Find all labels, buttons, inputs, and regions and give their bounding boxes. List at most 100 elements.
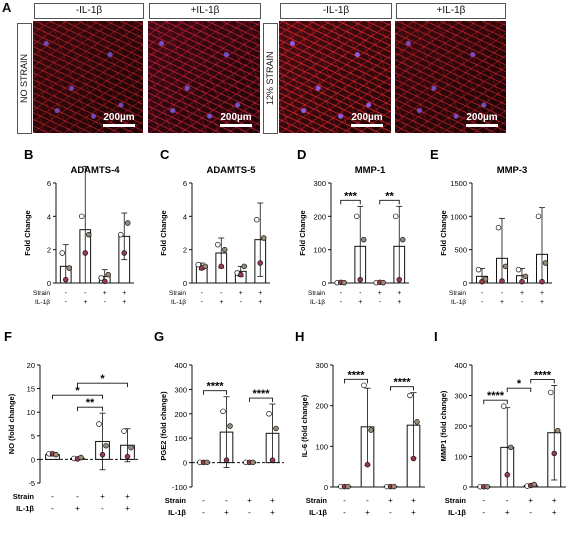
y-tick-label: 0: [324, 483, 328, 492]
condition-sign: -: [481, 299, 484, 306]
y-tick-label: 0: [183, 459, 187, 468]
panel-letter: C: [160, 147, 170, 162]
data-point: [345, 483, 351, 490]
condition-row-label: IL-1β: [16, 504, 34, 513]
y-axis-label: Fold Change: [439, 210, 448, 255]
condition-sign: -: [506, 496, 509, 505]
data-point: [547, 389, 554, 396]
condition-label-1: -IL-1β: [34, 3, 144, 19]
condition-sign: -: [51, 492, 54, 501]
significance-label: *: [75, 385, 80, 397]
condition-sign: +: [103, 290, 107, 297]
row-label-no-strain: NO STRAIN: [17, 23, 32, 134]
data-point: [515, 266, 522, 273]
y-tick-label: 300: [315, 361, 328, 370]
condition-sign: -: [521, 299, 524, 306]
chart-b: B ADAMTS-4 0 2 4 6 Fold Change Strain - - + + IL-1β -…: [23, 147, 134, 306]
panel-letter: D: [297, 147, 306, 162]
condition-sign: +: [224, 508, 229, 517]
condition-sign: -: [379, 299, 382, 306]
panel-letter: B: [24, 147, 33, 162]
scale-bar: 200µm: [220, 112, 252, 127]
condition-sign: -: [389, 508, 392, 517]
y-tick-label: 200: [313, 212, 326, 221]
condition-sign: +: [258, 290, 262, 297]
condition-label-3: -IL-1β: [280, 3, 392, 19]
data-point: [241, 263, 247, 270]
condition-sign: -: [84, 290, 87, 297]
data-point: [260, 235, 267, 241]
condition-row-label: Strain: [449, 290, 466, 297]
data-point: [414, 419, 420, 425]
condition-row-label: Strain: [33, 290, 50, 297]
significance-label: ****: [252, 388, 270, 400]
chart-title: MMP-3: [497, 165, 528, 176]
panel-letter: I: [434, 329, 438, 344]
condition-sign: -: [343, 508, 346, 517]
scale-bar: 200µm: [351, 112, 383, 127]
y-tick-label: 200: [174, 410, 187, 419]
micrograph-no-strain-plus-il1b: 200µm: [148, 21, 260, 133]
condition-row-label: Strain: [13, 492, 35, 501]
y-tick-label: 100: [313, 246, 326, 255]
condition-sign: -: [220, 290, 223, 297]
condition-row-label: IL-1β: [448, 508, 466, 517]
y-tick-label: 0: [31, 455, 35, 464]
y-axis-label: NO (fold change): [7, 393, 16, 454]
significance-bracket: [340, 199, 361, 205]
y-tick-label: 6: [47, 179, 51, 188]
condition-sign: +: [505, 508, 510, 517]
condition-sign: +: [75, 504, 80, 513]
significance-label: ****: [206, 381, 224, 393]
y-tick-label: 20: [27, 361, 35, 370]
data-point: [542, 260, 549, 266]
micrograph-no-strain-minus-il1b: 200µm: [33, 21, 143, 133]
significance-label: ****: [534, 369, 552, 381]
significance-label: **: [385, 190, 394, 202]
data-point: [59, 250, 65, 256]
data-point: [502, 263, 509, 270]
scale-bar: 200µm: [103, 112, 135, 127]
condition-row-label: Strain: [165, 496, 187, 505]
data-point: [78, 213, 85, 220]
data-point: [253, 216, 260, 223]
y-tick-label: 400: [174, 361, 187, 370]
panel-letter-a: A: [2, 0, 12, 15]
condition-sign: -: [248, 508, 251, 517]
y-tick-label: 500: [454, 246, 467, 255]
condition-sign: -: [482, 496, 485, 505]
data-point: [105, 271, 111, 278]
data-point: [551, 450, 557, 457]
y-tick-label: 1000: [450, 212, 467, 221]
data-point: [360, 236, 367, 243]
condition-sign: -: [340, 299, 343, 306]
significance-bracket: [344, 378, 368, 384]
significance-bracket: [379, 199, 400, 205]
data-point: [484, 483, 490, 490]
y-axis-label: IL-6 (fold change): [300, 394, 309, 457]
condition-row-label: Strain: [445, 496, 467, 505]
condition-sign: -: [202, 496, 205, 505]
condition-sign: +: [365, 508, 370, 517]
chart-e: E MMP-3 0 500 1000 1500 Fold Change Strain - - + + I…: [430, 147, 552, 306]
condition-sign: -: [501, 290, 504, 297]
data-point: [227, 423, 233, 429]
data-point: [237, 271, 244, 278]
condition-sign: +: [125, 504, 130, 513]
data-point: [554, 427, 561, 434]
panel-letter: E: [430, 147, 439, 162]
condition-sign: -: [201, 299, 204, 306]
data-point: [121, 428, 127, 434]
significance-bracket: [77, 382, 128, 388]
condition-sign: +: [520, 290, 524, 297]
chart-title: ADAMTS-4: [70, 165, 120, 176]
data-point: [62, 276, 69, 283]
scale-bar: 200µm: [466, 112, 498, 127]
y-tick-label: 4: [183, 212, 187, 221]
data-point: [539, 278, 545, 285]
significance-bracket: [390, 386, 414, 391]
data-point: [269, 457, 276, 463]
data-point: [250, 459, 256, 466]
y-tick-label: 15: [27, 385, 35, 394]
